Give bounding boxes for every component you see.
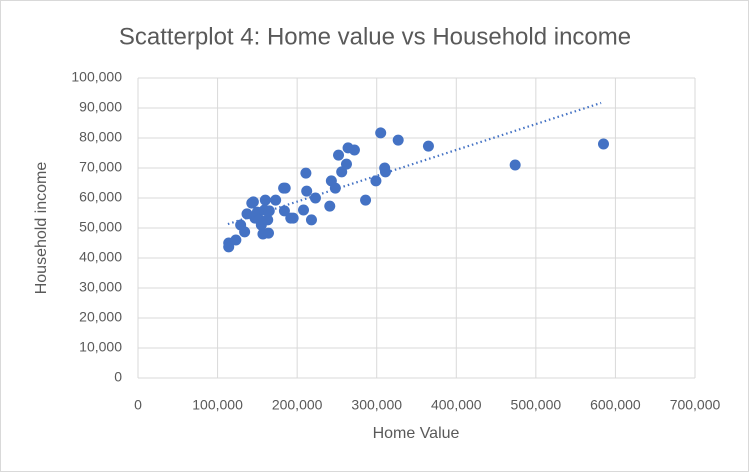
point <box>360 194 372 206</box>
point <box>262 214 274 226</box>
point <box>223 241 235 253</box>
y-tick-label: 40,000 <box>79 249 122 265</box>
point <box>509 159 521 171</box>
point <box>270 194 282 206</box>
point <box>375 127 387 139</box>
y-tick-label: 50,000 <box>79 219 122 235</box>
x-tick-label: 600,000 <box>590 397 641 413</box>
point <box>239 226 251 238</box>
point <box>379 166 391 178</box>
point <box>278 205 290 217</box>
y-axis-label: Household income <box>33 162 50 295</box>
point <box>309 192 321 204</box>
point <box>324 200 336 212</box>
chart-title: Scatterplot 4: Home value vs Household i… <box>119 23 631 50</box>
y-tick-label: 30,000 <box>79 279 122 295</box>
point <box>370 175 382 187</box>
x-axis-label: Home Value <box>373 425 460 442</box>
point <box>348 144 360 156</box>
point <box>300 167 312 179</box>
point <box>230 234 242 246</box>
y-tick-label: 80,000 <box>79 129 122 145</box>
x-tick-label: 300,000 <box>351 397 402 413</box>
y-tick-label: 60,000 <box>79 189 122 205</box>
point <box>333 149 345 161</box>
point <box>392 134 404 146</box>
point <box>247 196 259 208</box>
x-tick-label: 700,000 <box>670 397 721 413</box>
point <box>279 182 291 194</box>
y-tick-label: 20,000 <box>79 309 122 325</box>
y-tick-label: 70,000 <box>79 159 122 175</box>
x-tick-label: 0 <box>134 397 142 413</box>
point <box>340 158 352 170</box>
x-tick-label: 500,000 <box>511 397 562 413</box>
point <box>262 227 274 239</box>
point <box>287 212 299 224</box>
point <box>259 194 271 206</box>
y-tick-label: 10,000 <box>79 339 122 355</box>
point <box>301 185 313 197</box>
y-tick-label: 100,000 <box>71 69 122 85</box>
y-tick-label: 0 <box>114 369 122 385</box>
point <box>263 205 275 217</box>
point <box>422 140 434 152</box>
point <box>597 138 609 150</box>
point <box>305 214 317 226</box>
y-tick-label: 90,000 <box>79 99 122 115</box>
x-tick-label: 400,000 <box>431 397 482 413</box>
x-tick-label: 200,000 <box>272 397 323 413</box>
point <box>298 204 310 216</box>
x-tick-label: 100,000 <box>192 397 243 413</box>
